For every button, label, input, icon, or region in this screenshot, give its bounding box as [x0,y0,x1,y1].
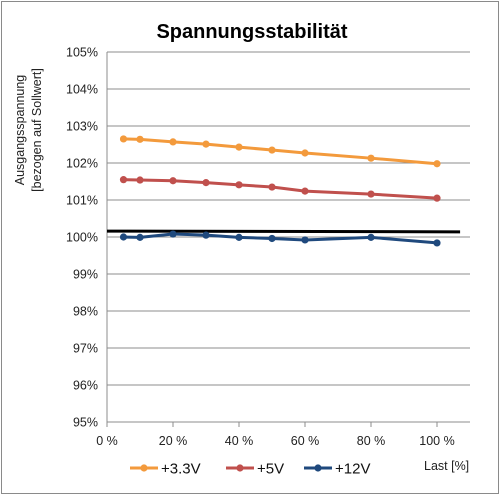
data-point [235,233,243,241]
data-point [268,183,276,191]
data-point [169,138,177,146]
gridlines [107,51,470,423]
y-tick-label: 101% [66,194,98,208]
data-point [367,154,375,162]
y-tick-label: 100% [66,231,98,245]
legend-item: +5V [226,461,284,478]
data-point [202,179,210,187]
series-33v [119,135,441,168]
x-tick-label: 20 % [159,434,188,448]
x-tick-label: 0 % [96,434,118,448]
y-axis-title-line1: Ausgangsspannung [13,75,27,186]
x-tick-label: 40 % [225,434,254,448]
data-point [301,187,309,195]
legend: +3.3V +5V +12V [130,461,370,478]
y-tick-label: 99% [73,268,98,282]
data-point [119,233,128,241]
legend-label: +5V [257,461,284,478]
chart-title: Spannungsstabilität [156,21,347,43]
x-tick-label: 100 % [419,434,454,448]
x-tick-label: 80 % [357,434,386,448]
data-point [202,140,210,148]
y-axis-title-line2: [bezogen auf Sollwert] [30,68,44,192]
data-point [169,230,177,238]
axes [106,52,470,427]
y-tick-label: 102% [66,157,98,171]
data-point [202,231,210,239]
reference-line [106,229,461,234]
y-tick-label: 98% [73,305,98,319]
legend-swatch-marker [236,464,244,472]
x-tick-labels: 0 % 20 % 40 % 60 % 80 % 100 % [96,434,455,448]
legend-item: +3.3V [130,461,201,478]
data-point [235,143,243,151]
data-point [433,239,441,247]
data-point [301,149,309,157]
legend-swatch-marker [314,464,322,472]
legend-label: +3.3V [161,461,201,478]
y-tick-label: 104% [66,83,98,97]
y-tick-label: 103% [66,120,98,134]
y-axis-title: Ausgangsspannung [bezogen auf Sollwert] [13,68,44,192]
data-point [119,176,128,184]
data-point [169,177,177,185]
data-point [433,194,441,202]
data-point [235,181,243,189]
data-point [268,146,276,154]
data-point [136,135,144,143]
legend-item: +12V [304,461,370,478]
y-tick-labels: 95% 96% 97% 98% 99% 100% 101% 102% 103% 104% 105% [66,46,98,430]
data-point [301,236,309,244]
legend-swatch-marker [140,464,148,472]
y-tick-label: 95% [73,416,98,430]
series-5v [119,176,441,202]
series-layer [106,135,461,247]
legend-label: +12V [335,461,370,478]
data-point [367,233,375,241]
y-tick-label: 105% [66,46,98,60]
data-point [433,160,441,168]
data-point [136,233,144,241]
x-tick-label: 60 % [291,434,320,448]
data-point [136,176,144,184]
y-tick-label: 96% [73,379,98,393]
data-point [119,135,128,143]
y-tick-label: 97% [73,342,98,356]
series-12v [119,230,441,247]
data-point [268,234,276,243]
data-point [367,190,375,198]
x-axis-title: Last [%] [424,459,469,473]
